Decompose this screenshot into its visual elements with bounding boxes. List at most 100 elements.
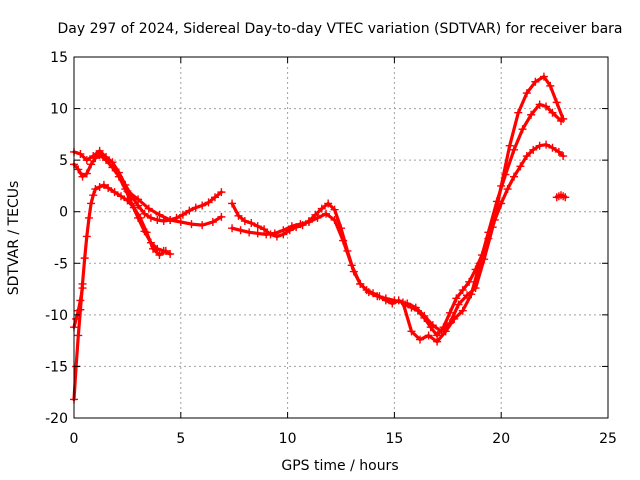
- data-point-marker: [76, 149, 85, 158]
- data-point-marker: [208, 218, 217, 227]
- data-point-marker: [95, 150, 104, 159]
- data-point-marker: [89, 191, 98, 200]
- data-point-marker: [347, 261, 356, 270]
- y-tick-label: -15: [45, 359, 68, 375]
- data-point-marker: [279, 226, 288, 235]
- data-point-marker: [304, 218, 313, 227]
- data-point-marker: [381, 294, 390, 303]
- data-point-marker: [445, 308, 454, 317]
- data-point-marker: [155, 210, 164, 219]
- data-point-marker: [364, 288, 373, 297]
- data-point-marker: [503, 185, 512, 194]
- data-point-marker: [74, 306, 83, 315]
- data-point-marker: [330, 215, 339, 224]
- data-point-marker: [80, 254, 89, 263]
- data-point-marker: [548, 108, 557, 117]
- data-point-marker: [166, 250, 175, 259]
- data-point-marker: [166, 215, 175, 224]
- data-point-marker: [78, 284, 87, 293]
- data-point-marker: [108, 163, 117, 172]
- data-point-marker: [187, 220, 196, 229]
- data-point-marker: [217, 212, 226, 221]
- data-point-marker: [454, 300, 463, 309]
- data-point-marker: [518, 125, 527, 134]
- data-point-marker: [253, 229, 262, 238]
- data-point-marker: [191, 203, 200, 212]
- data-point-marker: [234, 211, 243, 220]
- data-point-marker: [76, 296, 85, 305]
- x-tick-label: 15: [385, 431, 403, 447]
- data-point-marker: [102, 156, 111, 165]
- data-point-marker: [144, 204, 153, 213]
- data-point-marker: [322, 209, 331, 218]
- data-point-marker: [78, 172, 87, 181]
- data-point-marker: [296, 220, 305, 229]
- data-point-marker: [110, 188, 119, 197]
- data-point-marker: [546, 81, 555, 90]
- series-line-track-1: [72, 149, 223, 223]
- series-line-track-5: [125, 189, 223, 227]
- data-point-marker: [87, 199, 96, 208]
- data-point-marker: [74, 165, 83, 174]
- data-point-marker: [228, 224, 237, 233]
- data-point-marker: [136, 213, 145, 222]
- data-point-marker: [428, 321, 437, 330]
- x-tick-label: 10: [279, 431, 297, 447]
- data-point-marker: [535, 100, 544, 109]
- data-point-marker: [458, 286, 467, 295]
- data-point-marker: [458, 306, 467, 315]
- data-point-marker: [559, 114, 568, 123]
- data-point-marker: [116, 192, 125, 201]
- data-point-marker: [433, 337, 442, 346]
- y-axis-label: SDTVAR / TECUs: [6, 181, 22, 296]
- series-line-track-8: [405, 74, 565, 333]
- data-point-marker: [403, 299, 412, 308]
- data-point-marker: [153, 215, 162, 224]
- data-point-marker: [531, 77, 540, 86]
- data-point-marker: [407, 327, 416, 336]
- series-layer: [70, 72, 570, 404]
- data-point-marker: [529, 145, 538, 154]
- data-point-marker: [253, 222, 262, 231]
- data-point-marker: [91, 154, 100, 163]
- data-point-marker: [313, 213, 322, 222]
- data-point-marker: [185, 206, 194, 215]
- data-point-marker: [505, 141, 514, 150]
- data-point-marker: [437, 327, 446, 336]
- x-tick-label: 25: [599, 431, 617, 447]
- chart-title: Day 297 of 2024, Sidereal Day-to-day VTE…: [57, 21, 622, 37]
- data-point-marker: [270, 229, 279, 238]
- data-point-marker: [535, 141, 544, 150]
- grid: [74, 57, 608, 418]
- data-point-marker: [542, 102, 551, 111]
- data-point-marker: [176, 218, 185, 227]
- data-point-marker: [72, 314, 81, 323]
- data-point-marker: [82, 156, 91, 165]
- data-point-marker: [87, 160, 96, 169]
- data-point-marker: [123, 187, 132, 196]
- data-point-marker: [114, 172, 123, 181]
- x-tick-label: 0: [70, 431, 79, 447]
- plot-frame: [73, 56, 609, 419]
- x-axis-label: GPS time / hours: [281, 458, 398, 474]
- y-tick-label: 0: [59, 205, 68, 221]
- data-point-marker: [471, 284, 480, 293]
- y-tick-label: 10: [50, 102, 68, 118]
- data-point-marker: [129, 203, 138, 212]
- data-point-marker: [411, 303, 420, 312]
- data-point-marker: [317, 204, 326, 213]
- data-point-marker: [95, 182, 104, 191]
- data-point-marker: [210, 193, 219, 202]
- data-point-marker: [240, 216, 249, 225]
- data-point-marker: [247, 219, 256, 228]
- tick-layer: 0 5 10 15 20 25 -20 -15 -10 -5 0 5 10 15: [45, 50, 617, 447]
- data-point-marker: [516, 162, 525, 171]
- series-line-track-2: [72, 153, 172, 256]
- data-point-marker: [262, 230, 271, 239]
- data-point-marker: [420, 311, 429, 320]
- data-point-marker: [140, 209, 149, 218]
- data-point-marker: [74, 331, 83, 340]
- data-point-marker: [149, 244, 158, 253]
- data-point-marker: [424, 331, 433, 340]
- data-point-marker: [198, 201, 207, 210]
